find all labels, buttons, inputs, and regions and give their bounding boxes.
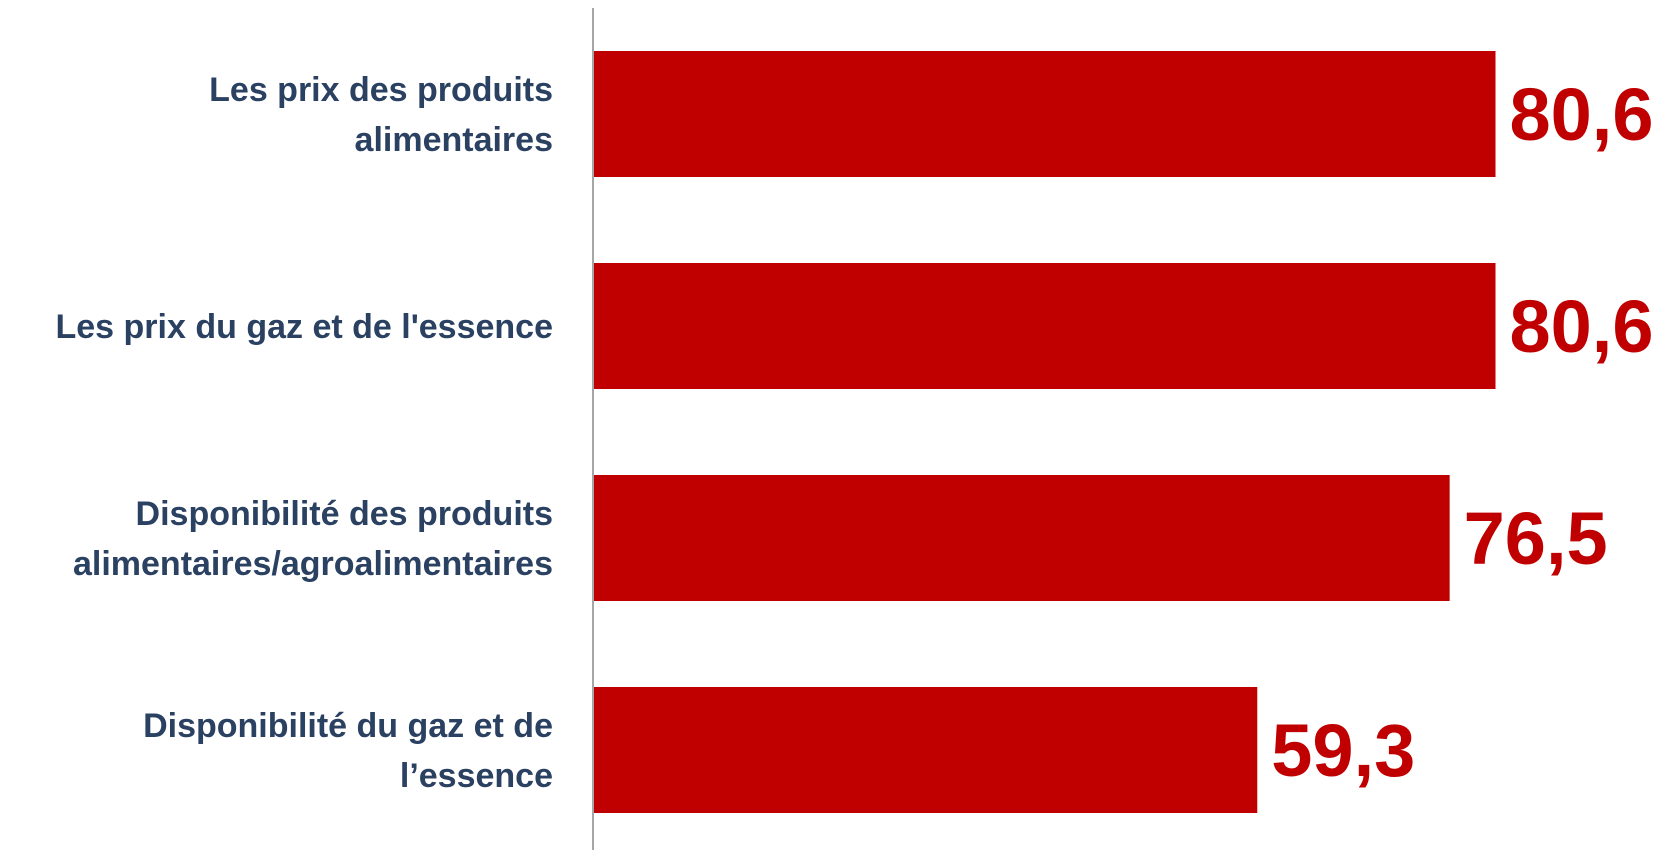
- bar-3: [594, 475, 1450, 601]
- bar-4: [594, 687, 1258, 813]
- category-label-3-line-2: alimentaires/agroalimentaires: [73, 545, 553, 583]
- value-label-1: 80,6: [1510, 73, 1654, 156]
- category-label-4-line-2: l’essence: [400, 757, 553, 795]
- value-label-4: 59,3: [1271, 709, 1415, 792]
- category-label-4-line-1: Disponibilité du gaz et de: [143, 707, 553, 745]
- value-labels: 80,6 80,6 76,5 59,3: [1271, 73, 1653, 792]
- category-label-1-line-1: Les prix des produits: [209, 71, 553, 109]
- bar-2: [594, 263, 1496, 389]
- category-label-1-line-2: alimentaires: [355, 121, 553, 159]
- bars-layer: [594, 51, 1496, 813]
- value-label-2: 80,6: [1510, 285, 1654, 368]
- bar-1: [594, 51, 1496, 177]
- category-labels: Les prix des produits alimentaires Les pri…: [56, 71, 554, 795]
- value-label-3: 76,5: [1464, 497, 1608, 580]
- category-label-2-line-1: Les prix du gaz et de l'essence: [56, 308, 554, 346]
- category-label-3-line-1: Disponibilité des produits: [136, 495, 553, 533]
